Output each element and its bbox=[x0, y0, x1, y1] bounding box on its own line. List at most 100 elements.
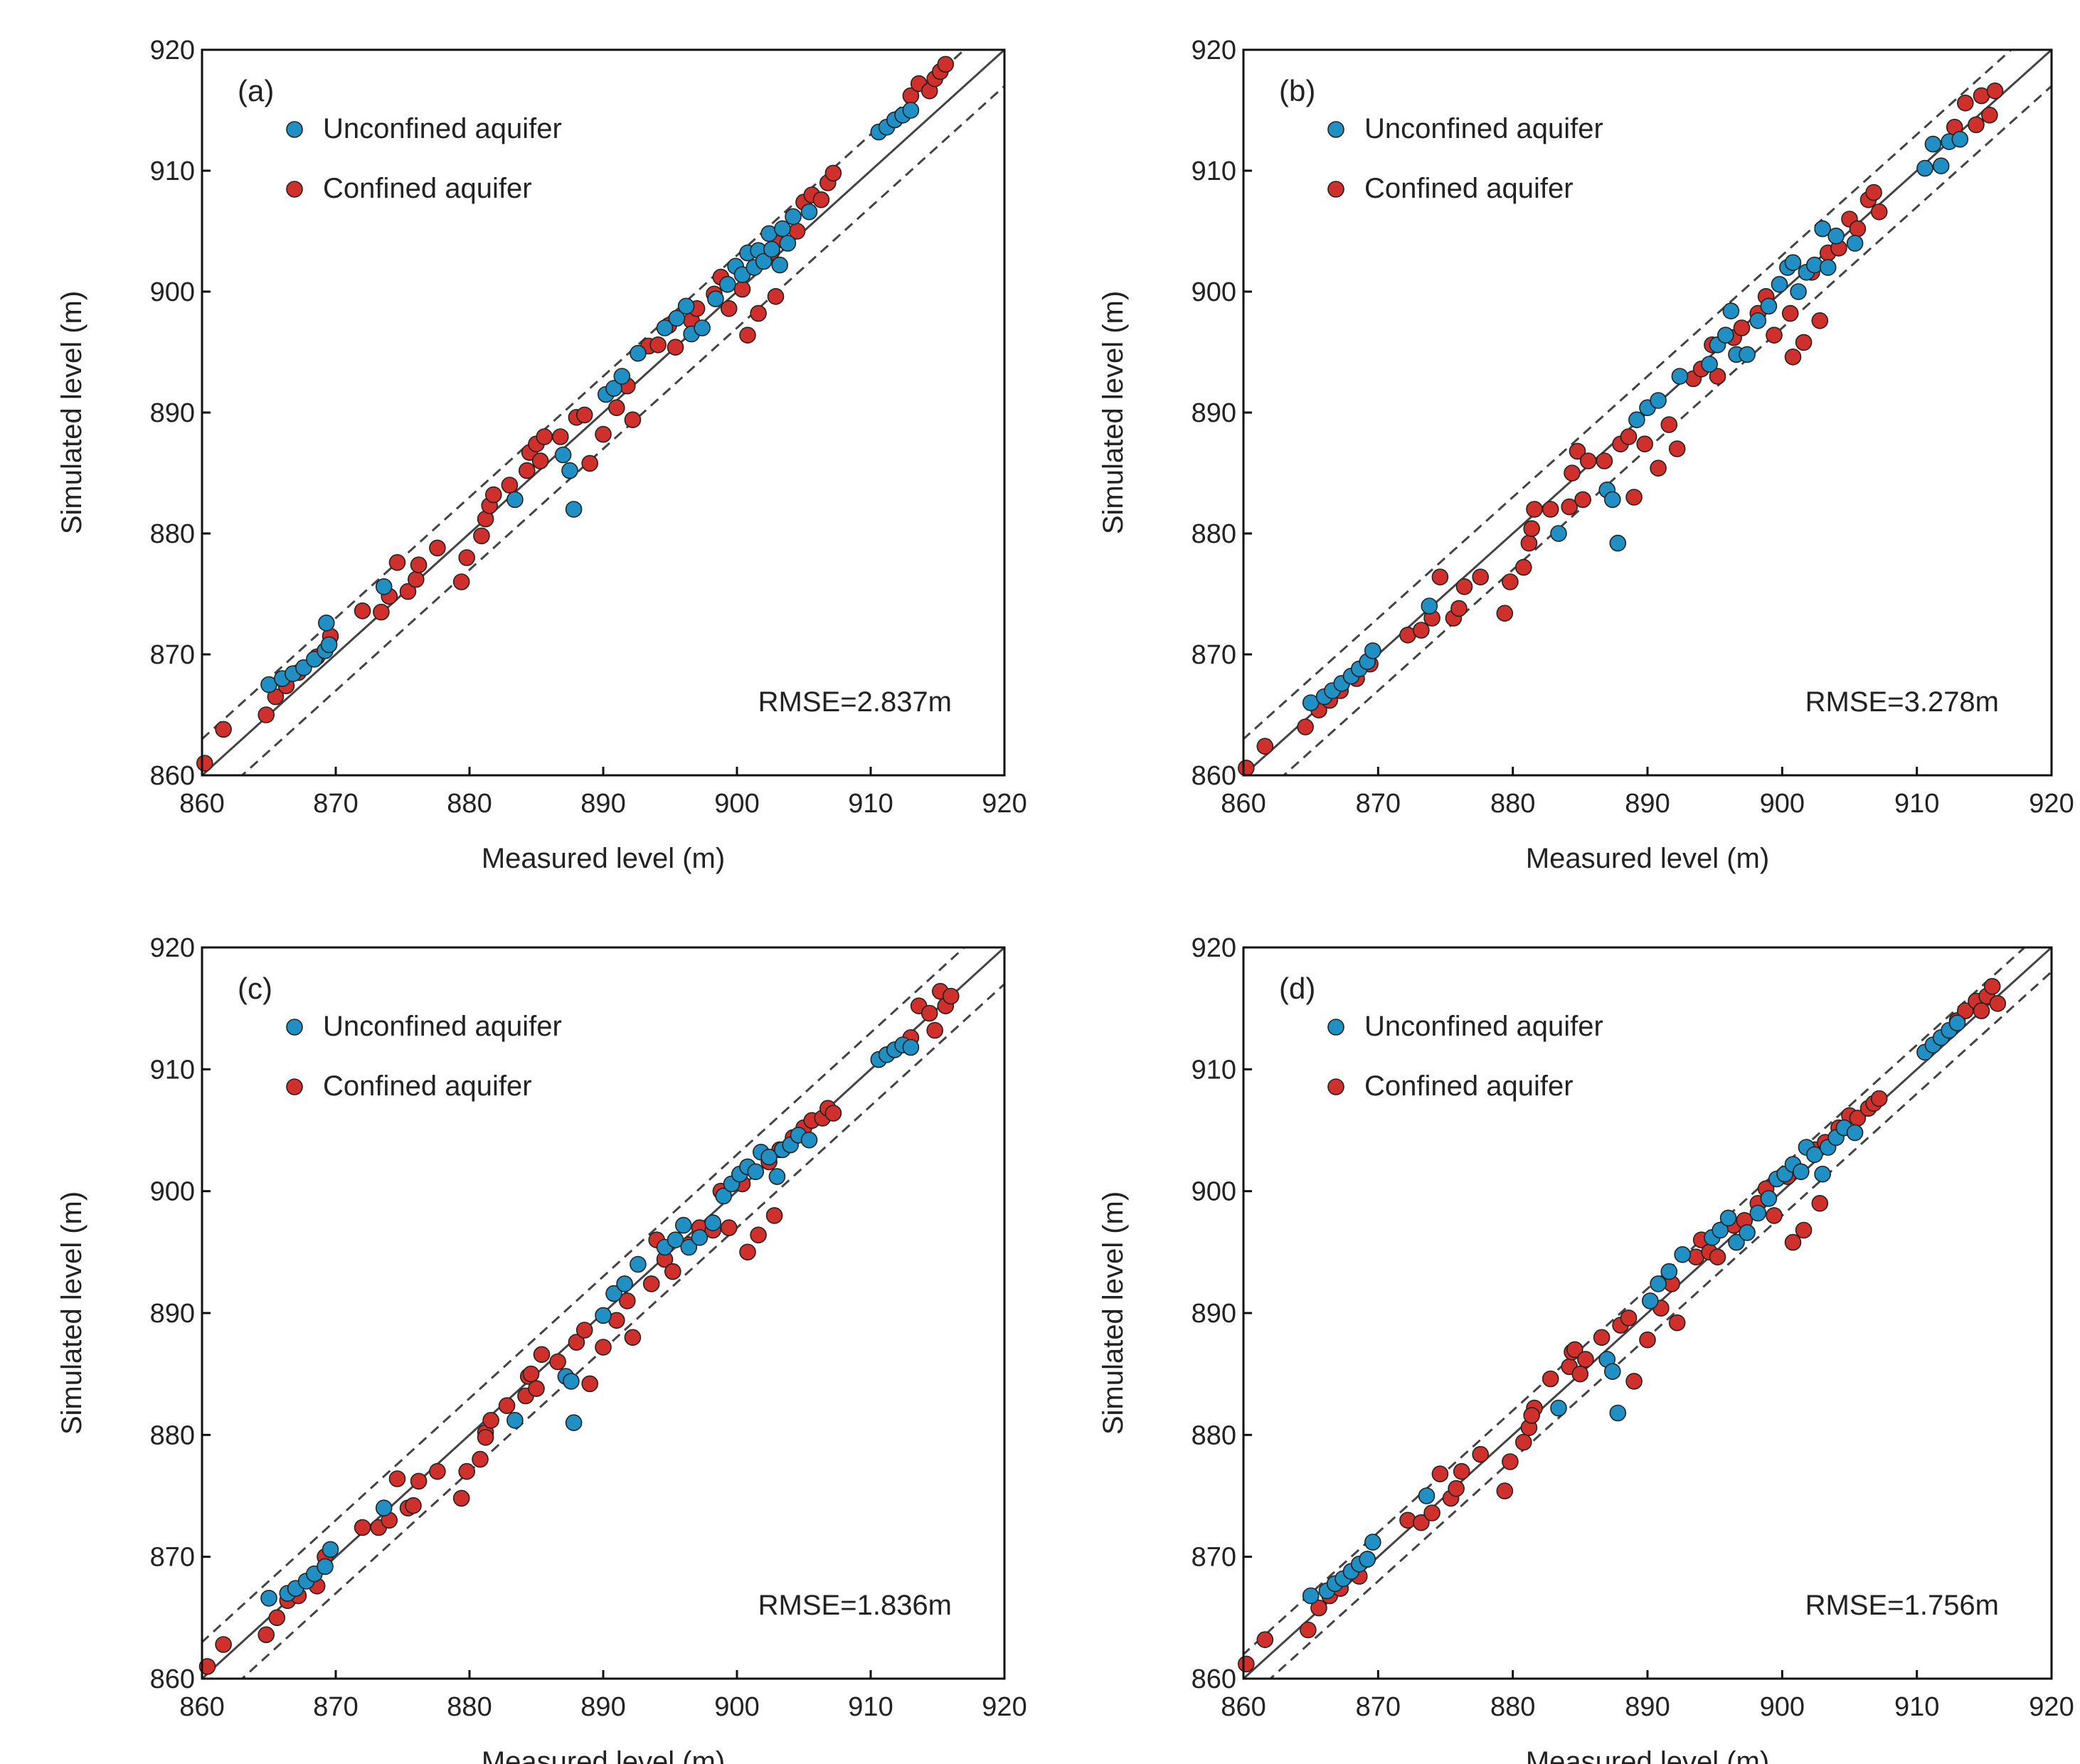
legend-label: Unconfined aquifer bbox=[323, 113, 562, 144]
confined-point bbox=[595, 1339, 612, 1356]
confined-point bbox=[624, 411, 642, 429]
y-axis-title: Simulated level (m) bbox=[1098, 1191, 1129, 1435]
legend-label: Unconfined aquifer bbox=[1364, 1011, 1603, 1042]
confined-point bbox=[1811, 312, 1829, 329]
confined-point bbox=[452, 1489, 470, 1507]
confined-point bbox=[1256, 738, 1274, 755]
unconfined-point bbox=[768, 1168, 786, 1185]
x-tick-label: 890 bbox=[580, 789, 625, 819]
unconfined-point bbox=[1604, 491, 1621, 509]
unconfined-point bbox=[1760, 297, 1778, 315]
confined-point bbox=[1968, 116, 1985, 134]
confined-point bbox=[528, 1380, 545, 1397]
confined-point bbox=[1561, 498, 1578, 516]
x-tick-label: 870 bbox=[313, 789, 358, 819]
confined-point bbox=[536, 428, 553, 445]
confined-point bbox=[410, 1472, 428, 1490]
panel-label: (b) bbox=[1279, 74, 1315, 107]
confined-point bbox=[1526, 501, 1543, 518]
confined-point bbox=[1784, 1233, 1802, 1251]
confined-point bbox=[1448, 1479, 1465, 1497]
unconfined-point bbox=[1784, 254, 1802, 272]
y-tick-label: 880 bbox=[150, 1420, 195, 1450]
y-tick-label: 870 bbox=[1192, 640, 1236, 670]
confined-point bbox=[1300, 1621, 1317, 1639]
x-tick-label: 920 bbox=[2029, 1692, 2074, 1722]
lower-bound-line bbox=[240, 84, 1004, 775]
unconfined-point bbox=[1846, 235, 1864, 252]
x-tick-label: 910 bbox=[848, 789, 893, 819]
confined-point bbox=[1709, 368, 1726, 385]
unconfined-point bbox=[595, 1307, 612, 1324]
upper-bound-line bbox=[1243, 947, 2027, 1656]
unconfined-point bbox=[1806, 1146, 1823, 1164]
confined-point bbox=[920, 1004, 938, 1022]
y-tick-label: 870 bbox=[1192, 1543, 1236, 1573]
confined-point bbox=[473, 527, 490, 545]
unconfined-point bbox=[1609, 1404, 1627, 1422]
y-axis-title: Simulated level (m) bbox=[56, 291, 87, 534]
unconfined-point bbox=[1674, 1246, 1691, 1263]
confined-point bbox=[1238, 760, 1255, 777]
upper-bound-line bbox=[202, 947, 966, 1644]
one-to-one-line bbox=[202, 50, 1004, 775]
confined-point bbox=[1238, 1655, 1255, 1673]
confined-point bbox=[1502, 573, 1519, 590]
y-tick-label: 900 bbox=[1192, 277, 1236, 307]
unconfined-point bbox=[563, 1373, 580, 1390]
unconfined-point bbox=[760, 1148, 778, 1166]
x-tick-label: 860 bbox=[179, 789, 224, 819]
unconfined-point bbox=[715, 1187, 733, 1205]
confined-point bbox=[1571, 1365, 1589, 1383]
confined-point bbox=[575, 1322, 593, 1339]
unconfined-point bbox=[1628, 411, 1645, 429]
confined-point bbox=[1981, 107, 1998, 124]
rmse-annotation: RMSE=3.278m bbox=[1805, 686, 1999, 718]
unconfined-point bbox=[613, 368, 631, 385]
y-tick-label: 870 bbox=[150, 1543, 195, 1573]
upper-bound-line bbox=[1243, 50, 2013, 741]
unconfined-point bbox=[317, 1558, 334, 1576]
confined-point bbox=[667, 339, 684, 356]
legend-marker-confined bbox=[1327, 1078, 1344, 1095]
unconfined-point bbox=[1418, 1487, 1436, 1504]
y-axis-title: Simulated level (m) bbox=[56, 1191, 87, 1435]
unconfined-point bbox=[605, 380, 622, 397]
unconfined-point bbox=[1364, 1534, 1381, 1551]
confined-point bbox=[373, 603, 390, 621]
unconfined-point bbox=[1819, 259, 1837, 276]
unconfined-point bbox=[260, 1590, 277, 1607]
unconfined-point bbox=[902, 1038, 920, 1056]
confined-point bbox=[1596, 452, 1613, 469]
unconfined-point bbox=[1671, 368, 1689, 385]
unconfined-point bbox=[1924, 135, 1942, 153]
confined-point bbox=[1989, 995, 2007, 1012]
confined-point bbox=[1986, 83, 2004, 100]
x-tick-label: 900 bbox=[1760, 1692, 1805, 1722]
unconfined-point bbox=[1421, 597, 1438, 615]
unconfined-point bbox=[1712, 1221, 1729, 1239]
y-tick-label: 880 bbox=[1192, 1420, 1236, 1450]
y-axis-title: Simulated level (m) bbox=[1098, 291, 1129, 534]
unconfined-point bbox=[755, 253, 773, 270]
unconfined-point bbox=[1364, 642, 1381, 659]
confined-point bbox=[258, 1626, 275, 1644]
legend-marker-unconfined bbox=[286, 1019, 303, 1036]
confined-point bbox=[1849, 220, 1867, 238]
confined-point bbox=[1639, 1331, 1656, 1349]
unconfined-point bbox=[1814, 1165, 1831, 1183]
unconfined-point bbox=[704, 1214, 722, 1231]
legend-marker-unconfined bbox=[1327, 1019, 1344, 1036]
confined-point bbox=[477, 1429, 494, 1446]
unconfined-point bbox=[317, 614, 335, 632]
confined-point bbox=[642, 1275, 660, 1292]
confined-point bbox=[429, 539, 446, 557]
confined-point bbox=[501, 477, 519, 494]
y-tick-label: 920 bbox=[1192, 933, 1236, 963]
unconfined-point bbox=[668, 309, 686, 327]
unconfined-point bbox=[1790, 283, 1807, 300]
unconfined-point bbox=[630, 344, 647, 362]
one-to-one-line bbox=[1243, 947, 2052, 1679]
x-tick-label: 890 bbox=[580, 1692, 625, 1722]
confined-point bbox=[607, 399, 625, 417]
